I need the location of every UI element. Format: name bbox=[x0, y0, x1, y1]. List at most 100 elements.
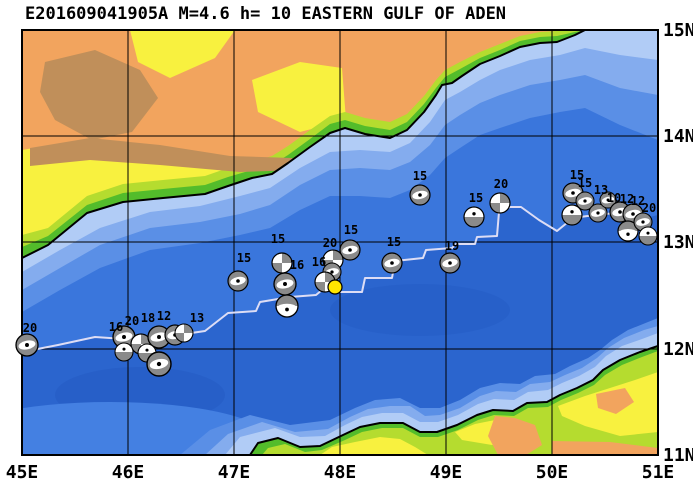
yemen-yellow-top bbox=[130, 30, 235, 78]
focal-mechanism-ball bbox=[147, 325, 171, 349]
fm-outline bbox=[575, 191, 595, 211]
epicenter-marker bbox=[327, 279, 343, 295]
fm-outline bbox=[174, 323, 194, 343]
fm-shaded-cap bbox=[562, 215, 582, 225]
fm-shaded-cap bbox=[639, 236, 657, 245]
yemen-highland-streak bbox=[30, 138, 300, 172]
fm-axis-dot bbox=[472, 212, 476, 216]
fm-axis-dot bbox=[283, 282, 287, 286]
fm-outline bbox=[381, 252, 403, 274]
fm-axis-dot bbox=[583, 199, 587, 203]
depth-label: 15 bbox=[469, 191, 483, 205]
focal-mechanism-ball bbox=[617, 220, 639, 242]
focal-mechanism-ball bbox=[339, 239, 361, 261]
fm-axis-dot bbox=[596, 211, 600, 215]
depth-label: 18 bbox=[141, 311, 155, 325]
deep-trough-center bbox=[330, 284, 510, 336]
fm-white-quadrant bbox=[131, 334, 141, 344]
depth-label: 13 bbox=[594, 183, 608, 197]
depth-label: 10 bbox=[607, 191, 621, 205]
yemen-coast-band bbox=[22, 30, 585, 258]
y-axis-tick-label: 15N bbox=[663, 20, 693, 41]
fm-axis-dot bbox=[571, 191, 575, 195]
fm-outline bbox=[275, 294, 299, 318]
fm-white-quadrant bbox=[323, 250, 333, 260]
x-axis-labels: 45E 46E 47E 48E 49E 50E 51E bbox=[6, 462, 675, 483]
fm-white-quadrant bbox=[490, 193, 500, 203]
fm-white-quadrant bbox=[184, 333, 193, 342]
fm-white-quadrant bbox=[315, 272, 325, 282]
focal-mechanism-ball bbox=[409, 184, 431, 206]
fm-outline bbox=[15, 333, 39, 357]
depth-label: 20 bbox=[125, 314, 139, 328]
fm-white-lens bbox=[619, 229, 637, 235]
depth-label: 20 bbox=[494, 177, 508, 191]
depth-label: 12 bbox=[631, 194, 645, 208]
focal-mechanism-ball bbox=[575, 191, 595, 211]
fm-outline bbox=[588, 203, 608, 223]
x-axis-tick-label: 49E bbox=[430, 462, 463, 483]
depth-label: 15 bbox=[387, 235, 401, 249]
fm-axis-dot bbox=[646, 231, 650, 235]
fm-white-quadrant bbox=[282, 263, 292, 273]
depth-label: 16 bbox=[109, 320, 123, 334]
fm-outline bbox=[227, 270, 249, 292]
focal-mechanism-ball bbox=[227, 270, 249, 292]
x-axis-tick-label: 51E bbox=[642, 462, 675, 483]
focal-mechanism-ball bbox=[174, 323, 194, 343]
fm-axis-dot bbox=[631, 212, 635, 216]
focal-mechanism-ball bbox=[381, 252, 403, 274]
fm-axis-dot bbox=[626, 232, 630, 236]
x-axis-tick-label: 45E bbox=[6, 462, 39, 483]
fm-white-quadrant bbox=[175, 324, 184, 333]
focal-mechanism-ball bbox=[638, 226, 658, 246]
fm-outline bbox=[617, 220, 639, 242]
fm-axis-dot bbox=[157, 335, 161, 339]
focal-mechanism-ball bbox=[561, 204, 583, 226]
depth-label: 20 bbox=[23, 321, 37, 335]
fm-axis-dot bbox=[145, 348, 149, 352]
fm-axis-dot bbox=[348, 248, 352, 252]
focal-mechanism-ball bbox=[439, 252, 461, 274]
yemen-yellow-east bbox=[252, 62, 346, 132]
x-axis-tick-label: 47E bbox=[218, 462, 251, 483]
fm-axis-dot bbox=[606, 198, 610, 202]
depth-label: 12 bbox=[157, 309, 171, 323]
fm-white-lens bbox=[277, 303, 297, 311]
focal-mechanism-ball bbox=[588, 203, 608, 223]
map-frame bbox=[21, 29, 659, 456]
map-canvas bbox=[22, 30, 658, 455]
depth-label: 15 bbox=[578, 176, 592, 190]
y-axis-tick-label: 14N bbox=[663, 126, 693, 147]
epicenter-dot bbox=[327, 279, 343, 295]
y-axis-labels: 15N 14N 13N 12N 11N bbox=[663, 20, 693, 466]
fm-outline bbox=[439, 252, 461, 274]
x-axis-tick-label: 50E bbox=[536, 462, 569, 483]
y-axis-tick-label: 12N bbox=[663, 339, 693, 360]
fm-outline bbox=[409, 184, 431, 206]
fm-axis-dot bbox=[390, 261, 394, 265]
depth-label: 15 bbox=[271, 232, 285, 246]
depth-label: 20 bbox=[642, 201, 656, 215]
depth-label: 16 bbox=[290, 258, 304, 272]
fm-axis-dot bbox=[418, 193, 422, 197]
fm-axis-dot bbox=[448, 261, 452, 265]
focal-mechanism-ball bbox=[599, 191, 617, 209]
x-axis-tick-label: 48E bbox=[324, 462, 357, 483]
y-axis-tick-label: 11N bbox=[663, 445, 693, 466]
fm-axis-dot bbox=[25, 343, 29, 347]
depth-label: 15 bbox=[413, 169, 427, 183]
somalia-lowland bbox=[262, 351, 658, 455]
somalia-terrain bbox=[262, 351, 658, 455]
fm-outline bbox=[114, 342, 134, 362]
depth-label: 15 bbox=[344, 223, 358, 237]
fm-shaded-cap bbox=[276, 295, 298, 306]
figure-title: E201609041905A M=4.6 h= 10 EASTERN GULF … bbox=[25, 4, 506, 24]
fm-outline bbox=[561, 204, 583, 226]
fm-outline bbox=[489, 192, 511, 214]
fm-axis-dot bbox=[285, 307, 289, 312]
focal-mechanism-ball bbox=[114, 342, 134, 362]
somalia-yellow-west bbox=[320, 437, 428, 455]
fm-white-quadrant bbox=[500, 203, 510, 213]
